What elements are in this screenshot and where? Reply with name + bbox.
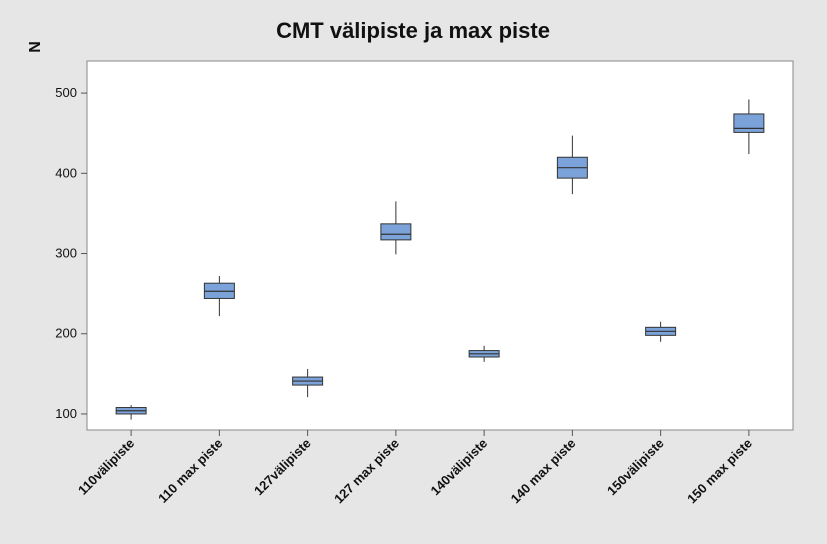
box-4 [468, 345, 500, 362]
box-3 [380, 201, 412, 255]
y-tick-label: 400 [55, 165, 77, 180]
y-tick-label: 200 [55, 326, 77, 341]
chart-title: CMT välipiste ja max piste [276, 18, 550, 43]
box-7 [733, 99, 765, 155]
box-2 [292, 369, 324, 398]
x-tick-label: 127välipiste [251, 436, 314, 499]
box-series [115, 99, 765, 420]
y-tick-label: 100 [55, 406, 77, 421]
box-0 [115, 405, 147, 420]
y-tick-label: 300 [55, 246, 77, 261]
box-5 [556, 135, 588, 195]
x-tick-label: 140välipiste [428, 436, 491, 499]
y-tick-label: 500 [55, 85, 77, 100]
box-body [733, 113, 765, 133]
box-1 [203, 275, 235, 317]
x-tick-label: 150 max piste [684, 436, 755, 507]
plot-area [86, 60, 794, 431]
x-tick-label: 140 max piste [508, 436, 579, 507]
box-body [380, 223, 412, 241]
x-tick-label: 110välipiste [75, 436, 137, 498]
box-6 [645, 321, 677, 342]
x-tick-label: 150välipiste [604, 436, 667, 499]
y-axis: 100 200 300 400 500 [55, 85, 87, 421]
x-axis: 110välipiste 110 max piste 127välipiste 127… [75, 430, 755, 506]
y-axis-label: N [27, 41, 44, 53]
x-tick-label: 110 max piste [155, 436, 225, 506]
x-tick-label: 127 max piste [331, 436, 402, 507]
